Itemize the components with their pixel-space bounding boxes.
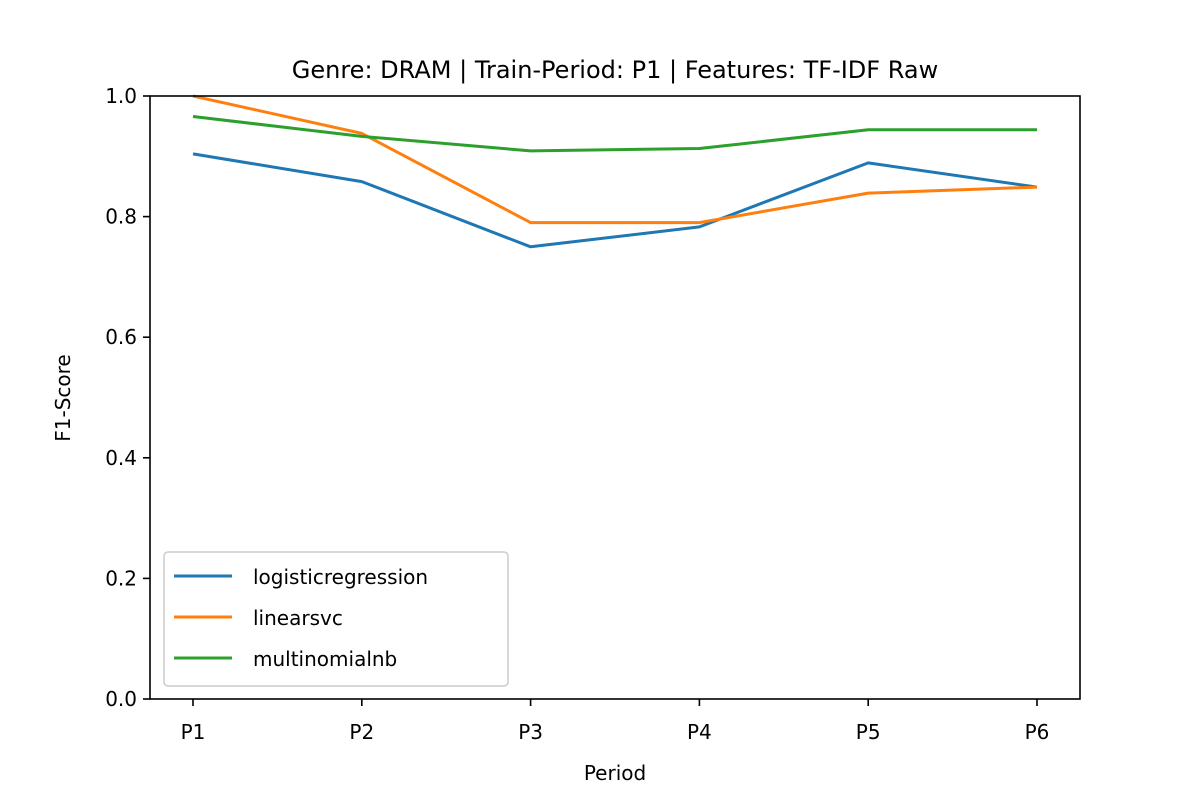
- legend-label-linearsvc: linearsvc: [253, 606, 343, 630]
- y-tick-label: 0.6: [105, 325, 137, 349]
- series-line-linearsvc: [192, 94, 1038, 225]
- series-line-logisticregression: [192, 152, 1038, 249]
- x-tick-label: P1: [181, 720, 206, 744]
- y-tick-label: 0.2: [105, 566, 137, 590]
- x-tick-label: P3: [518, 720, 543, 744]
- y-tick-label: 1.0: [105, 84, 137, 108]
- x-tick-label: P6: [1025, 720, 1050, 744]
- y-axis-label: F1-Score: [51, 354, 75, 441]
- chart-title: Genre: DRAM | Train-Period: P1 | Feature…: [292, 56, 938, 84]
- x-axis-label: Period: [584, 761, 646, 785]
- x-tick-label: P4: [687, 720, 712, 744]
- y-tick-label: 0.4: [105, 446, 137, 470]
- plot-frame: [149, 95, 1081, 700]
- legend-label-logisticregression: logisticregression: [253, 565, 428, 589]
- y-tick-label: 0.8: [105, 205, 137, 229]
- x-tick-label: P5: [856, 720, 881, 744]
- series-line-multinomialnb: [192, 115, 1037, 153]
- legend-label-multinomialnb: multinomialnb: [253, 647, 397, 671]
- x-tick-label: P2: [349, 720, 374, 744]
- legend-box: [163, 551, 509, 687]
- legend: logisticregression linearsvc multinomialnb: [163, 551, 509, 687]
- y-tick-label: 0.0: [105, 687, 137, 711]
